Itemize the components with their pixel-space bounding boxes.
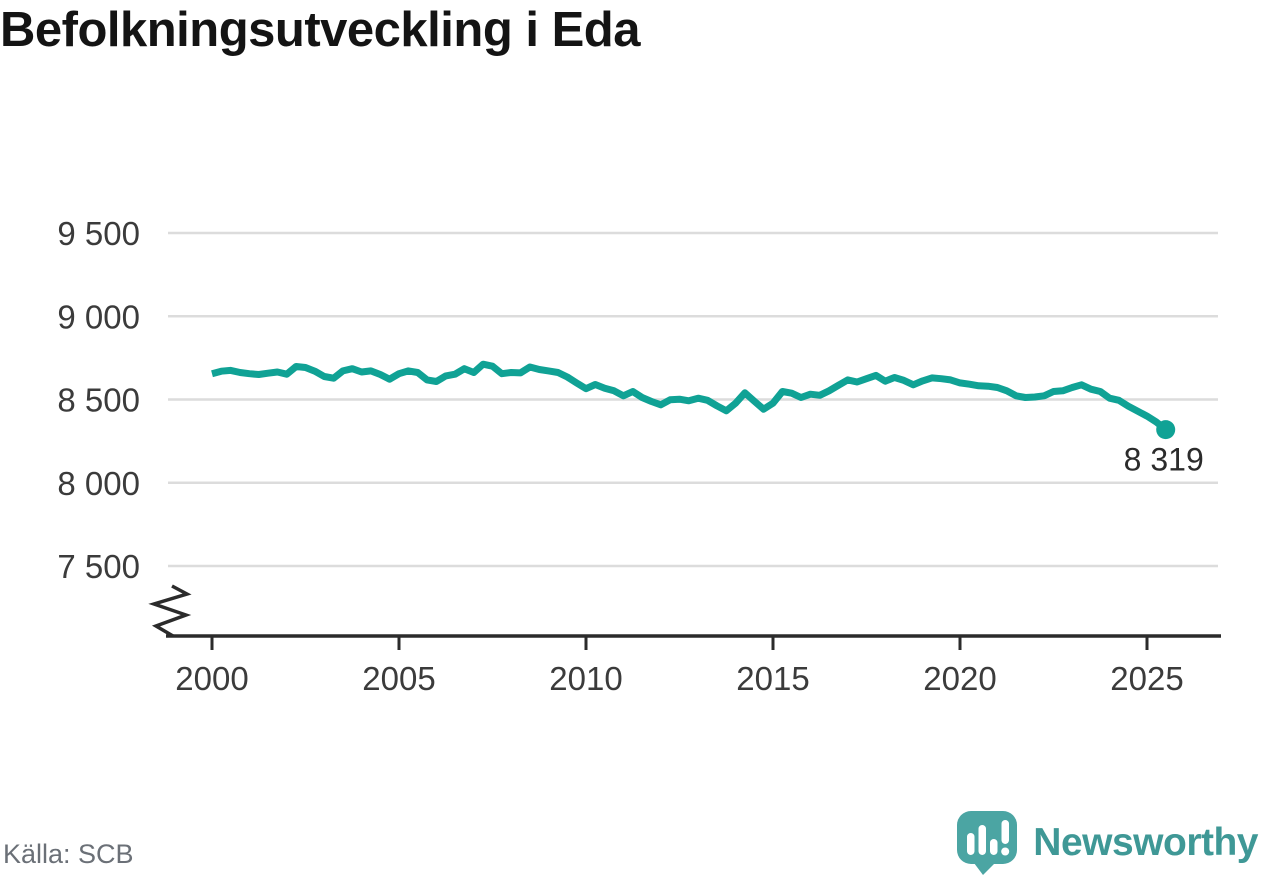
x-tick-label: 2010 bbox=[549, 660, 622, 697]
newsworthy-wordmark: Newsworthy bbox=[1033, 821, 1258, 864]
source-note: Källa: SCB bbox=[3, 839, 134, 869]
end-value-label: 8 319 bbox=[1124, 442, 1204, 478]
y-tick-label: 7 500 bbox=[57, 548, 140, 585]
y-tick-label: 8 000 bbox=[57, 465, 140, 502]
y-tick-label: 8 500 bbox=[57, 382, 140, 419]
x-tick-label: 2015 bbox=[736, 660, 809, 697]
x-tick-label: 2025 bbox=[1110, 660, 1183, 697]
chart-title: Befolkningsutveckling i Eda bbox=[0, 3, 640, 57]
x-tick-label: 2005 bbox=[362, 660, 435, 697]
end-point-dot bbox=[1156, 420, 1176, 440]
population-line bbox=[211, 360, 1168, 433]
y-tick-label: 9 500 bbox=[57, 215, 140, 252]
logo-exclamation-dot bbox=[1001, 847, 1010, 856]
logo-bar-icon bbox=[978, 825, 987, 855]
logo-bar-icon bbox=[967, 833, 975, 855]
newsworthy-logo: Newsworthy bbox=[954, 809, 1258, 877]
x-tick-label: 2000 bbox=[175, 660, 248, 697]
logo-bubble-tail bbox=[971, 859, 1000, 875]
axis-break-icon bbox=[148, 584, 192, 638]
newsworthy-logo-icon bbox=[957, 811, 1018, 875]
y-tick-label: 9 000 bbox=[57, 298, 140, 335]
population-line-chart: 7 500 8 000 8 500 9 000 9 500 2000 2005 2010 201… bbox=[57, 215, 1221, 697]
x-tick-label: 2020 bbox=[923, 660, 996, 697]
logo-exclamation-icon bbox=[1001, 820, 1010, 844]
logo-bar-icon bbox=[990, 839, 998, 855]
